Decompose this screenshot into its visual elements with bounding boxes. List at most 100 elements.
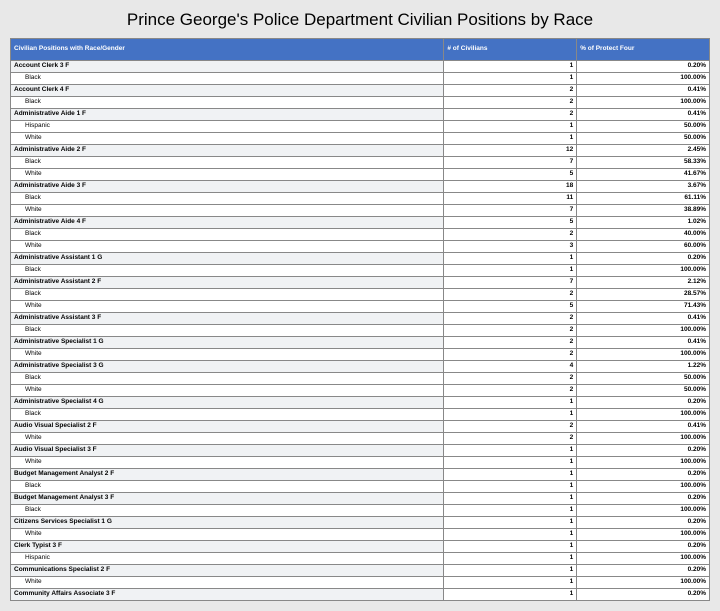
table-row: White541.67% <box>11 169 710 181</box>
row-label: Hispanic <box>11 121 444 133</box>
row-count: 1 <box>444 553 577 565</box>
row-label: Administrative Aide 1 F <box>11 109 444 121</box>
row-label: Hispanic <box>11 553 444 565</box>
row-count: 7 <box>444 277 577 289</box>
table-row: Black1100.00% <box>11 265 710 277</box>
row-label: Black <box>11 505 444 517</box>
row-label: Account Clerk 3 F <box>11 61 444 73</box>
table-row: Community Affairs Associate 3 F10.20% <box>11 589 710 601</box>
row-label: Administrative Aide 4 F <box>11 217 444 229</box>
table-row: Black1100.00% <box>11 73 710 85</box>
row-count: 11 <box>444 193 577 205</box>
table-row: Audio Visual Specialist 2 F20.41% <box>11 421 710 433</box>
table-row: White250.00% <box>11 385 710 397</box>
row-label: Administrative Assistant 3 F <box>11 313 444 325</box>
table-container: Civilian Positions with Race/Gender # of… <box>0 38 720 611</box>
row-label: Black <box>11 157 444 169</box>
row-count: 7 <box>444 205 577 217</box>
row-count: 18 <box>444 181 577 193</box>
table-row: Audio Visual Specialist 3 F10.20% <box>11 445 710 457</box>
row-label: Black <box>11 481 444 493</box>
table-row: Black228.57% <box>11 289 710 301</box>
table-row: White2100.00% <box>11 433 710 445</box>
row-count: 5 <box>444 217 577 229</box>
table-row: White1100.00% <box>11 577 710 589</box>
row-pct: 0.20% <box>577 541 710 553</box>
table-row: Administrative Aide 3 F183.67% <box>11 181 710 193</box>
row-pct: 100.00% <box>577 505 710 517</box>
row-pct: 1.22% <box>577 361 710 373</box>
row-label: Budget Management Analyst 2 F <box>11 469 444 481</box>
table-row: White150.00% <box>11 133 710 145</box>
table-row: Administrative Aide 2 F122.45% <box>11 145 710 157</box>
row-label: Administrative Aide 3 F <box>11 181 444 193</box>
row-count: 1 <box>444 445 577 457</box>
row-count: 2 <box>444 289 577 301</box>
row-count: 2 <box>444 229 577 241</box>
row-label: Black <box>11 409 444 421</box>
row-label: Communications Specialist 2 F <box>11 565 444 577</box>
row-pct: 0.41% <box>577 421 710 433</box>
header-pct: % of Protect Four <box>577 39 710 61</box>
row-count: 1 <box>444 493 577 505</box>
row-pct: 100.00% <box>577 529 710 541</box>
row-pct: 50.00% <box>577 133 710 145</box>
row-label: Black <box>11 373 444 385</box>
row-count: 1 <box>444 121 577 133</box>
row-pct: 40.00% <box>577 229 710 241</box>
row-label: Black <box>11 325 444 337</box>
row-label: White <box>11 301 444 313</box>
row-count: 2 <box>444 313 577 325</box>
row-pct: 0.41% <box>577 313 710 325</box>
table-row: Administrative Assistant 2 F72.12% <box>11 277 710 289</box>
row-count: 1 <box>444 409 577 421</box>
table-row: Account Clerk 3 F10.20% <box>11 61 710 73</box>
row-count: 2 <box>444 421 577 433</box>
row-count: 5 <box>444 169 577 181</box>
row-pct: 100.00% <box>577 457 710 469</box>
row-count: 1 <box>444 397 577 409</box>
row-pct: 0.20% <box>577 517 710 529</box>
row-pct: 100.00% <box>577 577 710 589</box>
table-row: Black250.00% <box>11 373 710 385</box>
row-pct: 0.41% <box>577 85 710 97</box>
row-pct: 100.00% <box>577 349 710 361</box>
row-count: 7 <box>444 157 577 169</box>
table-row: Budget Management Analyst 3 F10.20% <box>11 493 710 505</box>
row-pct: 0.20% <box>577 589 710 601</box>
row-label: Black <box>11 193 444 205</box>
table-row: Black758.33% <box>11 157 710 169</box>
table-row: White2100.00% <box>11 349 710 361</box>
row-pct: 0.20% <box>577 397 710 409</box>
row-count: 1 <box>444 73 577 85</box>
row-count: 1 <box>444 133 577 145</box>
table-row: Administrative Specialist 3 G41.22% <box>11 361 710 373</box>
table-row: Black2100.00% <box>11 97 710 109</box>
row-count: 1 <box>444 541 577 553</box>
table-row: White360.00% <box>11 241 710 253</box>
row-pct: 41.67% <box>577 169 710 181</box>
table-row: Hispanic150.00% <box>11 121 710 133</box>
row-pct: 100.00% <box>577 325 710 337</box>
row-count: 1 <box>444 577 577 589</box>
row-pct: 0.41% <box>577 337 710 349</box>
row-count: 2 <box>444 337 577 349</box>
row-pct: 0.20% <box>577 565 710 577</box>
row-label: White <box>11 169 444 181</box>
row-label: Administrative Specialist 4 G <box>11 397 444 409</box>
row-count: 3 <box>444 241 577 253</box>
row-label: Citizens Services Specialist 1 G <box>11 517 444 529</box>
row-label: Black <box>11 97 444 109</box>
row-count: 4 <box>444 361 577 373</box>
row-count: 1 <box>444 517 577 529</box>
row-count: 1 <box>444 589 577 601</box>
row-pct: 0.20% <box>577 253 710 265</box>
row-pct: 28.57% <box>577 289 710 301</box>
table-row: Administrative Assistant 3 F20.41% <box>11 313 710 325</box>
table-row: Black1100.00% <box>11 409 710 421</box>
row-count: 1 <box>444 469 577 481</box>
row-count: 2 <box>444 385 577 397</box>
table-row: Administrative Assistant 1 G10.20% <box>11 253 710 265</box>
row-label: White <box>11 433 444 445</box>
row-pct: 50.00% <box>577 385 710 397</box>
